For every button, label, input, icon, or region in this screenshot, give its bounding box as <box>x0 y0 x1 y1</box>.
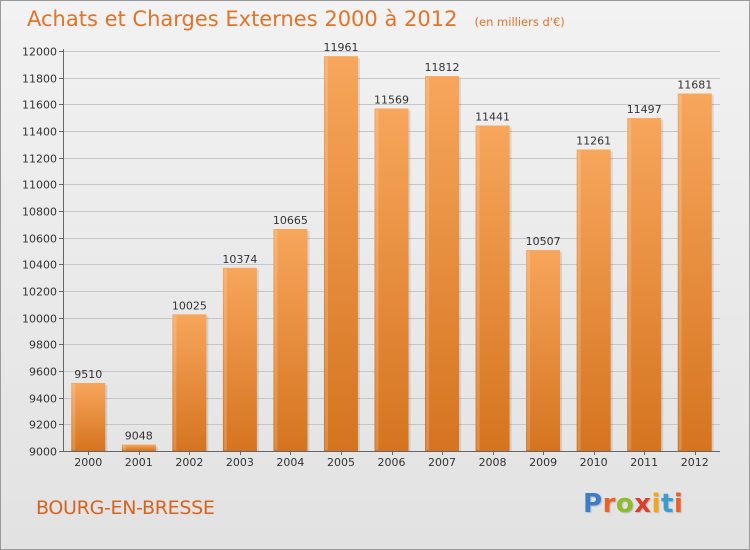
y-tick-label: 10200 <box>22 286 57 299</box>
bar-value-label: 11681 <box>677 79 712 92</box>
bar-value-label: 10374 <box>222 253 257 266</box>
bar <box>323 56 358 451</box>
y-tick-label: 11400 <box>22 126 57 139</box>
y-tick-label: 9400 <box>29 393 57 406</box>
bar <box>526 250 561 451</box>
y-tick-label: 11600 <box>22 99 57 112</box>
bar <box>71 383 106 451</box>
bar-highlight <box>527 251 531 450</box>
bar-value-label: 11497 <box>627 103 662 116</box>
logo-letter: i <box>673 489 684 519</box>
bar-highlight <box>173 315 177 450</box>
logo-letter: r <box>602 489 616 519</box>
bar-value-label: 10507 <box>526 235 561 248</box>
x-tick-labels: 2000 2001 2002 2003 2004 2005 2006 2007 2008 2009… <box>74 456 708 469</box>
x-tick-label: 2007 <box>428 456 456 469</box>
x-tick-label: 2003 <box>226 456 254 469</box>
bar <box>172 314 207 451</box>
bar-highlight <box>72 384 76 450</box>
bar-highlight <box>274 230 278 450</box>
x-tick-label: 2009 <box>529 456 557 469</box>
logo-letter: t <box>660 489 674 519</box>
bar-value-label: 10665 <box>273 214 308 227</box>
bar-value-label: 9510 <box>74 368 102 381</box>
y-tick-label: 10800 <box>22 206 57 219</box>
bar-value-label: 11261 <box>576 135 611 148</box>
bar-highlight <box>122 445 126 450</box>
bar-value-label: 10025 <box>172 299 207 312</box>
bar-value-label: 11961 <box>323 41 358 54</box>
bar-highlight <box>375 109 379 450</box>
y-tick-label: 9600 <box>29 366 57 379</box>
chart-title: Achats et Charges Externes 2000 à 2012 <box>27 7 458 31</box>
x-tick-label: 2001 <box>125 456 153 469</box>
bar <box>475 125 510 452</box>
bar-value-label: 11441 <box>475 111 510 124</box>
x-tick-label: 2002 <box>175 456 203 469</box>
y-tick-label: 9200 <box>29 419 57 432</box>
bar-value-label: 11812 <box>425 61 460 74</box>
x-tick-label: 2004 <box>276 456 304 469</box>
y-tick-label: 12000 <box>22 46 57 59</box>
bar-value-labels: 9510 9048 10025 10374 10665 11961 11569 11812 11… <box>74 41 712 442</box>
chart-subtitle: (en milliers d'€) <box>474 15 565 29</box>
bar <box>677 93 712 452</box>
bar-highlight <box>223 268 227 450</box>
proxiti-logo: Proxiti <box>583 489 683 519</box>
y-tick-label: 9000 <box>29 446 57 459</box>
bar-highlight <box>628 119 632 451</box>
bar <box>374 108 409 451</box>
bar <box>121 444 156 451</box>
bars <box>71 56 714 452</box>
bar <box>425 76 460 452</box>
city-label: BOURG-EN-BRESSE <box>36 497 215 519</box>
y-tick-label: 10400 <box>22 259 57 272</box>
bar-highlight <box>324 57 328 450</box>
bar-value-label: 9048 <box>125 430 153 443</box>
bar-value-label: 11569 <box>374 93 409 106</box>
x-tick-label: 2000 <box>74 456 102 469</box>
x-tick-label: 2006 <box>378 456 406 469</box>
logo-letter: x <box>634 489 652 519</box>
y-tick-label: 11000 <box>22 179 57 192</box>
x-tick-label: 2010 <box>580 456 608 469</box>
y-tick-label: 9800 <box>29 339 57 352</box>
bar <box>222 267 257 451</box>
bar-highlight <box>678 94 682 451</box>
bar <box>576 149 611 452</box>
axes <box>59 49 720 455</box>
logo-letter: i <box>651 489 661 519</box>
y-tick-labels: 9000 9200 9400 9600 9800 10000 10200 10400 10600… <box>22 46 57 459</box>
x-tick-label: 2005 <box>327 456 355 469</box>
bar-highlight <box>476 126 480 451</box>
y-tick-label: 11800 <box>22 73 57 86</box>
bar-highlight <box>577 150 581 451</box>
bar-highlight <box>426 77 430 451</box>
x-tick-label: 2011 <box>630 456 658 469</box>
x-tick-label: 2008 <box>479 456 507 469</box>
y-tick-label: 10000 <box>22 313 57 326</box>
y-tick-label: 11200 <box>22 153 57 166</box>
logo-letter: o <box>615 489 635 519</box>
x-tick-label: 2012 <box>681 456 709 469</box>
bar <box>627 118 662 452</box>
logo-letter: P <box>583 489 603 519</box>
y-tick-label: 10600 <box>22 233 57 246</box>
title-row: Achats et Charges Externes 2000 à 2012 (… <box>27 7 565 31</box>
bar <box>273 229 308 451</box>
